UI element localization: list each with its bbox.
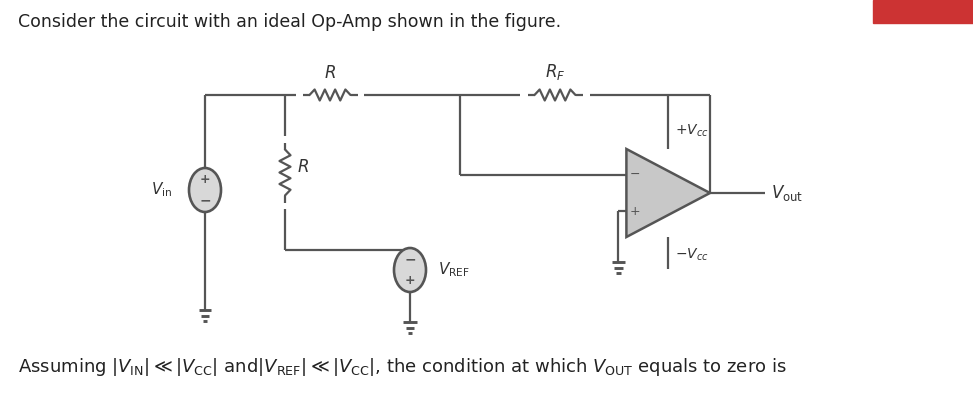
Polygon shape — [627, 149, 710, 237]
Text: −: − — [404, 253, 415, 266]
Ellipse shape — [189, 168, 221, 212]
Text: $V_{\rm out}$: $V_{\rm out}$ — [771, 183, 804, 203]
Ellipse shape — [394, 248, 426, 292]
Text: +: + — [199, 173, 210, 186]
Text: $-V_{cc}$: $-V_{cc}$ — [675, 247, 709, 264]
Text: $R$: $R$ — [324, 65, 336, 82]
Text: −: − — [199, 193, 211, 208]
Text: $+V_{cc}$: $+V_{cc}$ — [675, 122, 709, 139]
Text: $R$: $R$ — [297, 159, 309, 176]
Bar — [873, 0, 973, 23]
Text: $V_{\rm in}$: $V_{\rm in}$ — [151, 181, 172, 199]
Text: Consider the circuit with an ideal Op-Amp shown in the figure.: Consider the circuit with an ideal Op-Am… — [18, 13, 561, 31]
Text: Assuming $|V_{\rm IN}|\ll|V_{\rm CC}|$ and$|V_{\rm REF}|\ll|V_{\rm CC}|$, the co: Assuming $|V_{\rm IN}|\ll|V_{\rm CC}|$ a… — [18, 356, 786, 378]
Text: +: + — [405, 274, 415, 287]
Text: +: + — [631, 205, 640, 218]
Text: $V_{\rm REF}$: $V_{\rm REF}$ — [438, 261, 470, 279]
Text: −: − — [631, 168, 640, 181]
Text: $R_F$: $R_F$ — [545, 62, 565, 82]
